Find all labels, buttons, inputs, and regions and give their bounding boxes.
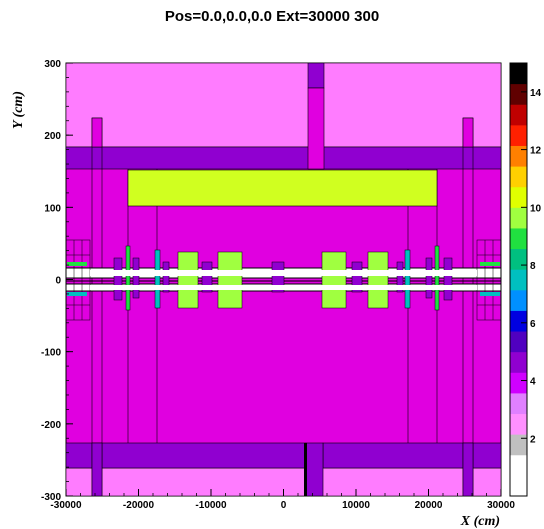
y-tick-label: -300 [41,492,61,503]
y-tick-label: 100 [44,203,61,214]
color-bar-tick-label: 8 [530,261,536,272]
y-tick-label: -100 [41,348,61,359]
color-bar-segment [510,124,527,146]
color-bar: 2 4 6 8 10 12 14 [509,62,542,497]
color-bar-segment [510,166,527,188]
color-bar-tick-label: 4 [530,377,536,388]
color-bar-segment [510,248,527,270]
y-tick-label: -200 [41,420,61,431]
color-bar-tick-label: 10 [530,203,542,214]
color-bar-segment [510,83,527,105]
x-tick-label: 30000 [487,500,515,511]
x-tick-label: -10000 [195,500,227,511]
color-bar-segment [510,207,527,229]
x-tick-label: 10000 [342,500,370,511]
color-bar-segment [510,475,527,497]
y-tick-label: 300 [44,59,61,70]
color-bar-segment [510,63,527,85]
y-tick-label: 200 [44,131,61,142]
y-axis-label: Y (cm) [11,91,26,129]
color-bar-segment [510,289,527,311]
color-bar-segment [510,227,527,250]
color-bar-segment [510,392,527,415]
x-tick-label: -30000 [50,500,82,511]
color-bar-segment [510,186,527,208]
color-bar-segment [510,145,527,167]
color-bar-segment [510,372,527,394]
color-bar-segment [510,269,527,291]
x-axis: -30000 -20000 -10000 0 10000 20000 30000 [50,489,515,511]
x-tick-label: -20000 [123,500,155,511]
x-tick-label: 20000 [415,500,443,511]
color-bar-segment [510,413,527,435]
color-bar-segment [510,434,527,456]
y-axis: 300 200 100 0 -100 -200 -300 [41,59,73,503]
color-bar-segment [510,454,527,476]
color-bar-tick-label: 12 [530,146,542,157]
color-bar-segment [510,104,527,126]
x-tick-label: 0 [281,500,287,511]
plot-title: Pos=0.0,0.0,0.0 Ext=30000 300 [164,8,380,25]
color-bar-segment [510,331,527,353]
color-bar-tick-label: 6 [530,319,536,330]
color-bar-segment [510,351,527,373]
color-bar-tick-label: 2 [530,434,536,445]
y-tick-label: 0 [55,276,61,287]
x-axis-label: X (cm) [460,514,500,529]
color-bar-segment [510,310,527,332]
color-bar-tick-label: 14 [530,88,542,99]
